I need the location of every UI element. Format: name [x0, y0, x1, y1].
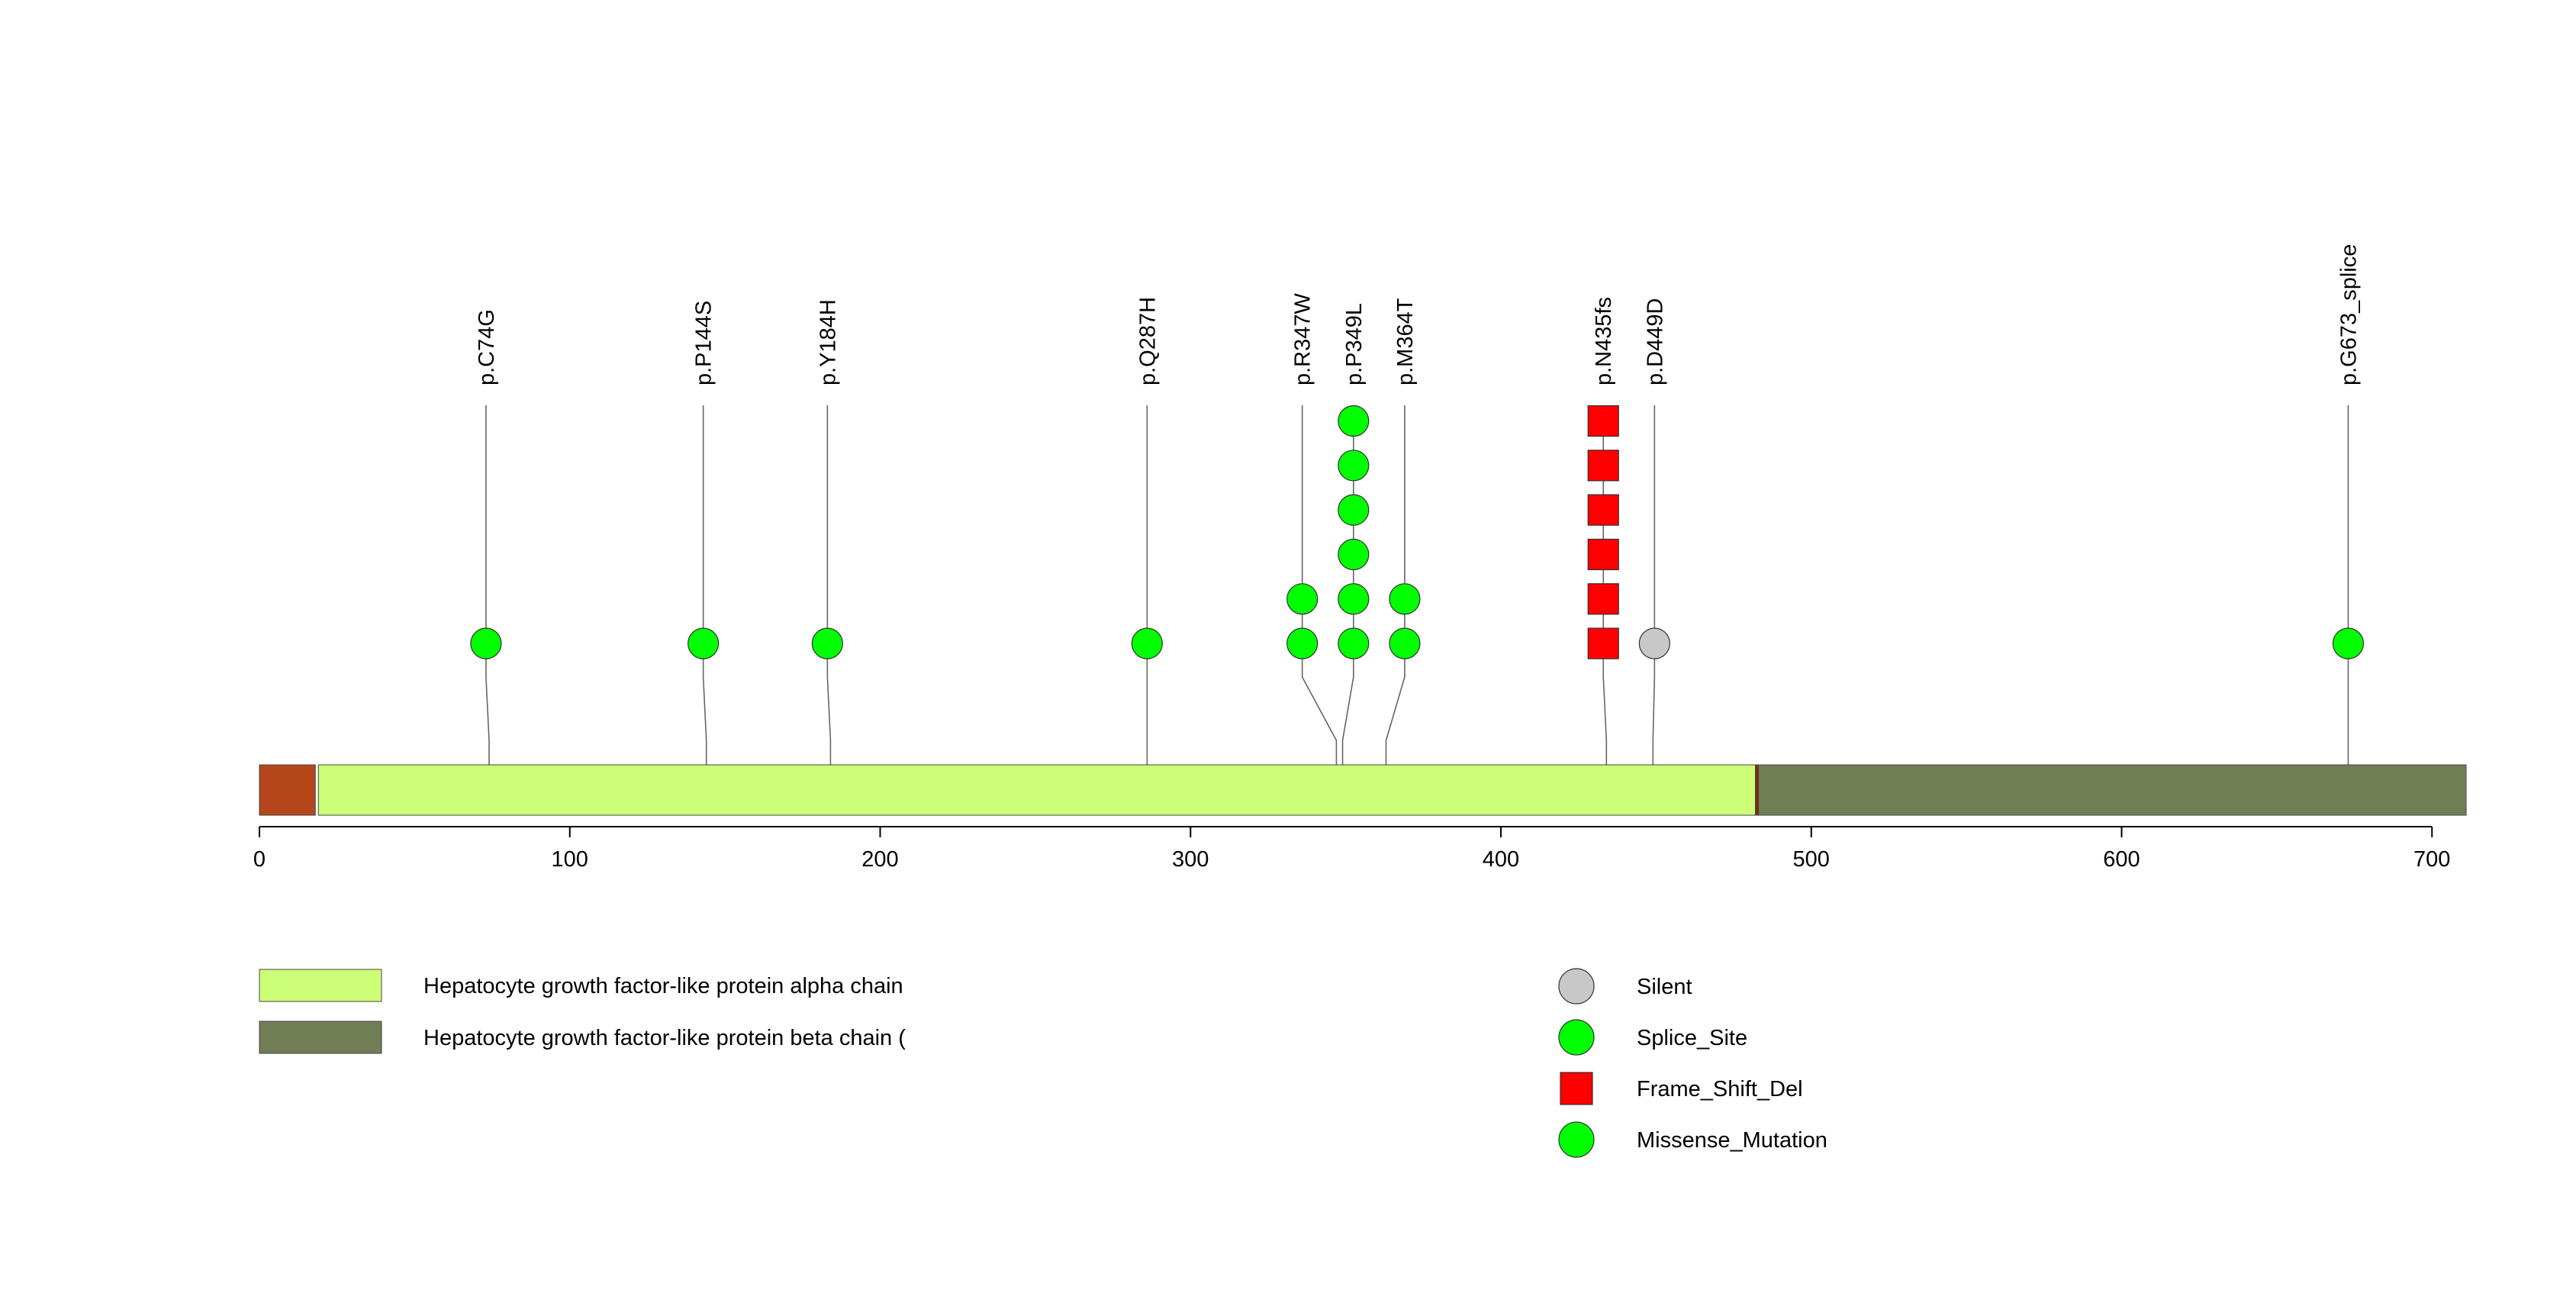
marker-p-p144s	[687, 627, 720, 660]
marker-p-n435fs	[1587, 450, 1619, 482]
marker-p-y184h	[811, 627, 843, 660]
legend-label-frame-shift-del: Frame_Shift_Del	[1637, 1077, 1803, 1101]
marker-p-r347w	[1286, 583, 1319, 615]
marker-p-q287h	[1131, 627, 1163, 660]
domain-signal	[259, 764, 316, 816]
marker-p-n435fs	[1587, 627, 1619, 660]
marker-p-p349l	[1338, 627, 1370, 660]
marker-p-p349l	[1338, 405, 1370, 437]
mutation-label-p-d449d: p.D449D	[1643, 298, 1667, 385]
mutation-markers	[470, 405, 2365, 660]
protein-bar	[259, 764, 2467, 816]
legend-swatch-hepatocyte-growth-factor-like-protein-alpha-chain	[259, 969, 382, 1002]
marker-p-n435fs	[1587, 494, 1619, 526]
x-axis: 0 100 200 300 400 500 600 700	[253, 826, 2450, 872]
mutation-type-legend: Silent Splice_Site Frame_Shift_Del Missense…	[1558, 968, 1827, 1158]
x-tick-label-500: 500	[1793, 847, 1830, 872]
mutation-stems	[485, 405, 2349, 815]
mutation-label-p-y184h: p.Y184H	[816, 299, 840, 385]
marker-p-d449d	[1638, 627, 1670, 660]
mutation-label-p-p144s: p.P144S	[692, 301, 716, 385]
x-tick-label-200: 200	[861, 847, 898, 872]
mutation-label-p-p349l: p.P349L	[1342, 303, 1367, 385]
mutation-label-p-r347w: p.R347W	[1291, 292, 1315, 385]
stem-p-p144s	[702, 405, 707, 815]
marker-p-p349l	[1338, 494, 1370, 526]
mutation-label-p-n435fs: p.N435fs	[1592, 297, 1616, 385]
marker-p-n435fs	[1587, 405, 1619, 437]
legend-label-splice-site: Splice_Site	[1637, 1026, 1747, 1050]
mutation-labels: p.C74G p.P144S p.Y184H p.Q287H p.R347W p.P349…	[475, 244, 2362, 385]
legend-marker-missense-mutation	[1558, 1121, 1595, 1158]
marker-p-g673-splice	[2332, 627, 2365, 660]
mutation-label-p-c74g: p.C74G	[475, 309, 499, 385]
marker-p-p349l	[1338, 450, 1370, 482]
legend-marker-silent	[1558, 968, 1595, 1005]
x-tick-label-400: 400	[1483, 847, 1519, 872]
x-tick-label-100: 100	[552, 847, 588, 872]
domain-cleavage	[1755, 764, 1760, 816]
domain-legend: Hepatocyte growth factor-like protein al…	[259, 969, 906, 1054]
stem-p-d449d	[1652, 405, 1656, 815]
legend-label-hepatocyte-growth-factor-like-protein-beta-chain: Hepatocyte growth factor-like protein be…	[423, 1026, 906, 1050]
legend-label-silent: Silent	[1637, 975, 1692, 999]
x-tick-label-300: 300	[1172, 847, 1209, 872]
marker-p-c74g	[470, 627, 502, 660]
marker-p-n435fs	[1587, 583, 1619, 615]
legend-label-missense-mutation: Missense_Mutation	[1637, 1128, 1827, 1153]
marker-p-m364t	[1389, 627, 1421, 660]
legend-marker-frame-shift-del	[1560, 1072, 1593, 1105]
mutation-label-p-m364t: p.M364T	[1393, 298, 1418, 385]
x-tick-label-0: 0	[253, 847, 266, 872]
legend-marker-splice-site	[1558, 1019, 1595, 1056]
marker-p-m364t	[1389, 583, 1421, 615]
x-tick-label-600: 600	[2103, 847, 2140, 872]
x-tick-label-700: 700	[2413, 847, 2450, 872]
legend-label-hepatocyte-growth-factor-like-protein-alpha-chain: Hepatocyte growth factor-like protein al…	[423, 974, 903, 998]
legend-swatch-hepatocyte-growth-factor-like-protein-beta-chain	[259, 1021, 382, 1054]
mutation-label-p-g673-splice: p.G673_splice	[2336, 244, 2361, 385]
mutation-label-p-q287h: p.Q287H	[1135, 297, 1160, 385]
domain-hepatocyte-growth-factor-like-protein-alpha-chain	[317, 764, 1757, 816]
stem-p-c74g	[485, 405, 490, 815]
stem-p-y184h	[826, 405, 832, 815]
domain-hepatocyte-growth-factor-like-protein-beta-chain	[1758, 764, 2467, 816]
marker-p-p349l	[1338, 538, 1370, 571]
marker-p-p349l	[1338, 583, 1370, 615]
marker-p-r347w	[1286, 627, 1319, 660]
marker-p-n435fs	[1587, 538, 1619, 571]
